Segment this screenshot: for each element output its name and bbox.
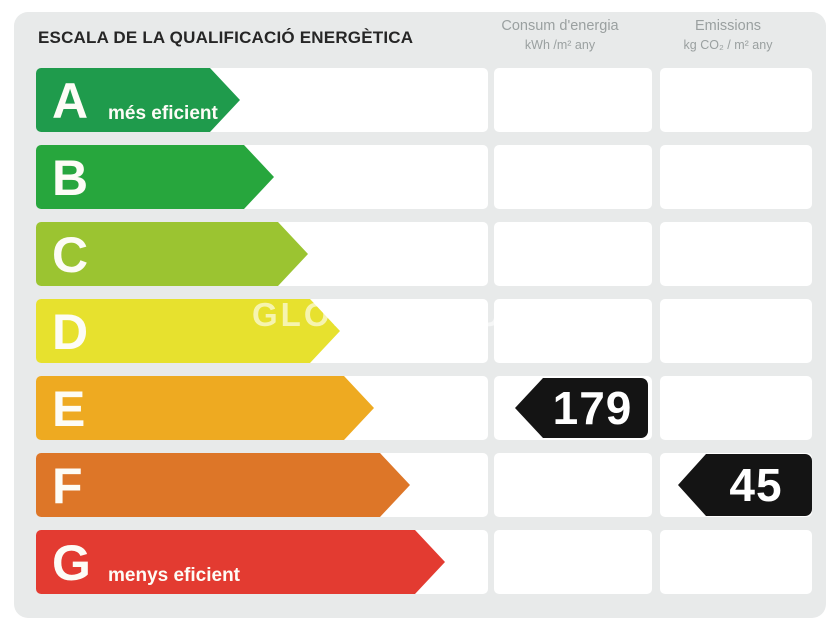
consumption-cell <box>494 145 652 209</box>
rating-letter: F <box>52 458 83 514</box>
consumption-header-units: kWh /m² any <box>524 38 596 52</box>
rating-letter: A <box>52 73 89 129</box>
rating-row-label: més eficient <box>108 103 218 124</box>
rating-letter: B <box>52 150 89 206</box>
page-title: ESCALA DE LA QUALIFICACIÓ ENERGÈTICA <box>38 28 414 47</box>
rating-arrow-f: F <box>36 453 410 517</box>
consumption-cell <box>494 222 652 286</box>
rating-letter: E <box>52 381 86 437</box>
column-header-consumption: Consum d'energia kWh /m² any <box>480 18 640 52</box>
rating-arrow-a: A més eficient <box>36 68 240 132</box>
rating-arrow-e: E <box>36 376 374 440</box>
emissions-cell <box>660 145 812 209</box>
emissions-value: 45 <box>729 459 783 511</box>
consumption-cell <box>494 68 652 132</box>
consumption-cell <box>494 530 652 594</box>
rating-row-b: B <box>14 145 826 209</box>
rating-row-c: C <box>14 222 826 286</box>
emissions-cell <box>660 299 812 363</box>
rating-row-e: E 179 <box>14 376 826 440</box>
consumption-value-badge: 179 <box>515 378 648 438</box>
rating-arrow-c: C <box>36 222 308 286</box>
rating-letter: C <box>52 227 89 283</box>
rating-letter: D <box>52 304 89 360</box>
rating-row-g: G menys eficient <box>14 530 826 594</box>
emissions-header-label: Emissions <box>694 18 762 34</box>
emissions-cell <box>660 222 812 286</box>
consumption-cell <box>494 453 652 517</box>
consumption-value: 179 <box>552 382 633 434</box>
rating-row-label: menys eficient <box>108 565 240 586</box>
rating-letter: G <box>52 535 91 591</box>
emissions-value-badge: 45 <box>678 454 812 516</box>
emissions-cell <box>660 376 812 440</box>
rating-row-f: F 45 <box>14 453 826 517</box>
energy-scale-panel: ESCALA DE LA QUALIFICACIÓ ENERGÈTICA Con… <box>14 12 826 618</box>
rating-arrow-b: B <box>36 145 274 209</box>
rating-arrow-g: G menys eficient <box>36 530 445 594</box>
rating-row-d: D <box>14 299 826 363</box>
emissions-header-units: kg CO₂ / m² any <box>683 38 773 52</box>
rating-arrow-d: D <box>36 299 340 363</box>
column-header-emissions: Emissions kg CO₂ / m² any <box>648 18 808 52</box>
rating-row-a: A més eficient <box>14 68 826 132</box>
emissions-cell <box>660 530 812 594</box>
consumption-header-label: Consum d'energia <box>501 18 619 34</box>
emissions-cell <box>660 68 812 132</box>
consumption-cell <box>494 299 652 363</box>
